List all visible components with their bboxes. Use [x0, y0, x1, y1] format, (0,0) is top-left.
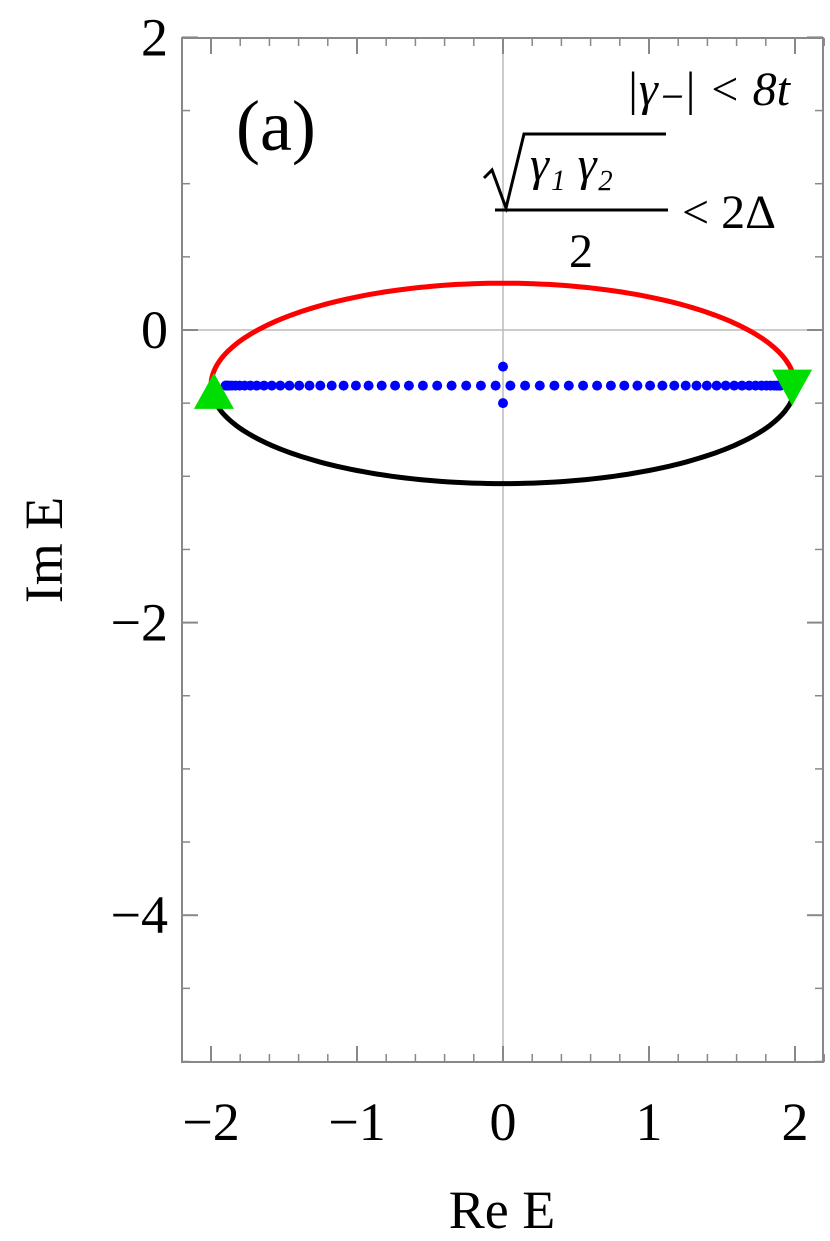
x-axis-title: Re E [449, 1180, 555, 1240]
data-point [326, 380, 337, 391]
data-point [350, 380, 361, 391]
panel-label: (a) [236, 86, 316, 166]
data-point [259, 380, 269, 391]
data-point [417, 380, 428, 391]
tick-labels: −2 −1 0 1 2 −4 −2 0 2 [111, 7, 809, 1152]
data-point [251, 380, 262, 391]
data-point [275, 380, 286, 391]
x-tick-label: 2 [782, 1092, 809, 1152]
markers [193, 369, 813, 409]
points [220, 361, 786, 409]
data-point [592, 380, 603, 391]
data-point [549, 380, 560, 391]
data-point [304, 380, 315, 391]
data-point [563, 380, 574, 391]
data-point [498, 398, 508, 409]
data-point [490, 380, 501, 391]
data-point [315, 380, 326, 391]
data-point [669, 380, 680, 391]
y-tick-label: 2 [141, 7, 168, 67]
upper-curve [208, 280, 798, 386]
data-point [432, 380, 443, 391]
annotation-sqrt-term: γ₁ γ₂ [530, 138, 613, 191]
annotation-denominator: 2 [569, 225, 593, 278]
data-point [657, 380, 668, 391]
data-point [461, 380, 472, 391]
ticks [181, 36, 825, 1063]
data-point [294, 380, 305, 391]
data-point [475, 380, 486, 391]
data-point [363, 380, 374, 391]
data-point [720, 380, 731, 391]
y-tick-label: −2 [111, 593, 168, 653]
data-point [534, 380, 545, 391]
data-point [691, 380, 702, 391]
data-point [284, 380, 295, 391]
data-point [403, 380, 414, 391]
data-point [701, 380, 712, 391]
data-point [680, 380, 691, 391]
x-tick-label: 0 [490, 1092, 517, 1152]
y-axis-title: Im E [14, 497, 74, 603]
data-point [605, 380, 616, 391]
x-tick-label: −2 [182, 1092, 239, 1152]
annotation-line1: |γ₋| < 8t [626, 63, 792, 116]
sqrt-sign [482, 132, 666, 214]
curves [208, 280, 798, 487]
data-point [632, 380, 643, 391]
y-tick-label: −4 [111, 885, 168, 945]
data-point [505, 380, 516, 391]
marker-triangle-down [772, 369, 813, 406]
x-tick-label: 1 [636, 1092, 663, 1152]
data-point [619, 380, 630, 391]
annotation-block: |γ₋| < 8t γ₁ γ₂ 2 < 2Δ [482, 63, 792, 278]
data-point [446, 380, 457, 391]
marker-triangle-up [193, 372, 234, 409]
x-tick-label: −1 [328, 1092, 385, 1152]
data-point [737, 380, 747, 391]
data-point [338, 380, 349, 391]
y-tick-label: 0 [141, 300, 168, 360]
data-point [376, 380, 387, 391]
data-point [266, 380, 277, 391]
data-point [390, 380, 401, 391]
lower-curve [208, 385, 798, 487]
data-point [645, 380, 656, 391]
data-point [711, 380, 722, 391]
annotation-rhs: < 2Δ [682, 186, 776, 239]
data-point [729, 380, 740, 391]
data-point [578, 380, 589, 391]
data-point [498, 361, 508, 372]
data-point [520, 380, 531, 391]
